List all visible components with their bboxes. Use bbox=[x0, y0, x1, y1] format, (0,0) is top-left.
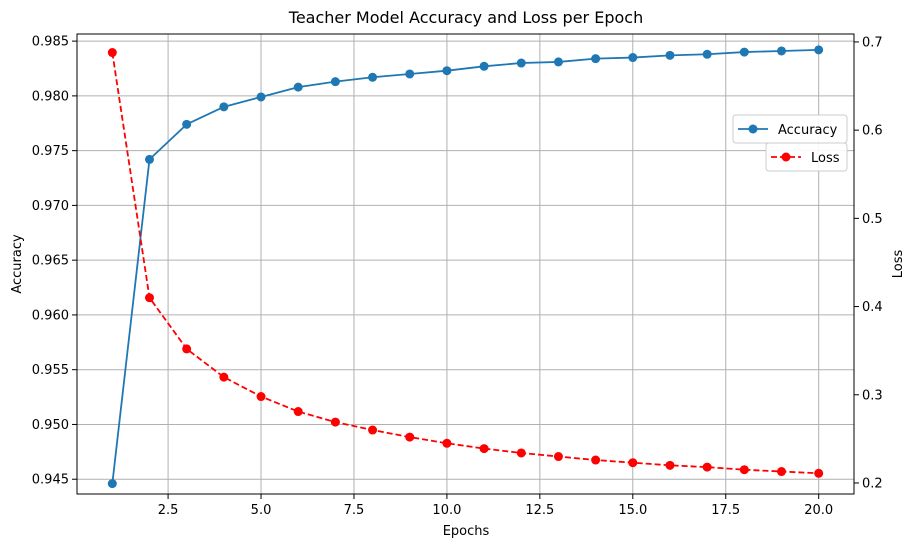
loss-point bbox=[516, 448, 526, 458]
loss-point bbox=[628, 458, 638, 468]
series-accuracy bbox=[107, 45, 824, 489]
legend-accuracy: Accuracy bbox=[732, 114, 848, 144]
accuracy-point bbox=[814, 45, 824, 55]
accuracy-point bbox=[219, 102, 229, 112]
accuracy-point bbox=[293, 82, 303, 92]
left-y-tick-label: 0.955 bbox=[32, 363, 69, 378]
series-layer bbox=[107, 45, 824, 489]
chart-title: Teacher Model Accuracy and Loss per Epoc… bbox=[288, 8, 643, 27]
right-y-tick-label: 0.3 bbox=[862, 388, 883, 403]
left-y-tick-label: 0.985 bbox=[32, 35, 69, 50]
x-tick-label: 20.0 bbox=[804, 503, 833, 518]
loss-point bbox=[293, 407, 303, 417]
accuracy-point bbox=[516, 58, 526, 68]
accuracy-point bbox=[145, 154, 154, 164]
x-tick-label: 5.0 bbox=[251, 503, 272, 518]
right-y-tick-label: 0.2 bbox=[862, 476, 883, 491]
accuracy-point bbox=[330, 77, 340, 87]
loss-point bbox=[814, 468, 824, 478]
left-y-axis: 0.945 0.950 0.955 0.960 0.965 0.970 0.975 0.980… bbox=[32, 35, 77, 488]
x-tick-label: 2.5 bbox=[158, 503, 179, 518]
loss-point bbox=[330, 417, 340, 427]
grid bbox=[77, 34, 854, 494]
series-loss bbox=[107, 48, 824, 478]
right-y-tick-label: 0.7 bbox=[862, 35, 883, 50]
x-tick-label: 12.5 bbox=[525, 503, 554, 518]
right-y-tick-label: 0.6 bbox=[862, 124, 883, 139]
left-y-tick-label: 0.980 bbox=[32, 89, 69, 104]
plot-frame bbox=[76, 33, 855, 495]
loss-point bbox=[665, 460, 675, 470]
accuracy-point bbox=[256, 92, 266, 102]
loss-point bbox=[219, 372, 229, 382]
left-y-tick-label: 0.965 bbox=[32, 254, 69, 269]
legend-accuracy-marker bbox=[748, 124, 758, 134]
accuracy-point bbox=[777, 46, 786, 56]
loss-point bbox=[405, 432, 415, 442]
accuracy-point bbox=[591, 54, 601, 64]
accuracy-point bbox=[739, 47, 749, 57]
accuracy-point bbox=[442, 66, 452, 76]
accuracy-point bbox=[182, 119, 192, 129]
loss-point bbox=[702, 462, 712, 472]
left-y-tick-label: 0.975 bbox=[32, 144, 69, 159]
left-y-tick-label: 0.950 bbox=[32, 418, 69, 433]
left-y-tick-label: 0.960 bbox=[32, 308, 69, 323]
loss-point bbox=[107, 48, 117, 58]
legend-loss-marker bbox=[781, 152, 791, 162]
loss-point bbox=[553, 452, 563, 462]
left-y-tick-label: 0.945 bbox=[32, 473, 69, 488]
x-axis-label: Epochs bbox=[443, 524, 490, 539]
legend-loss: Loss bbox=[765, 142, 848, 172]
accuracy-point bbox=[665, 50, 675, 60]
accuracy-line bbox=[111, 48, 819, 484]
legend-loss-label: Loss bbox=[811, 151, 840, 166]
loss-line bbox=[111, 52, 819, 475]
x-tick-label: 15.0 bbox=[618, 503, 647, 518]
legend-accuracy-label: Accuracy bbox=[778, 123, 838, 138]
left-y-axis-label: Accuracy bbox=[10, 234, 25, 294]
right-y-axis-label: Loss bbox=[891, 250, 906, 279]
accuracy-point bbox=[479, 61, 489, 71]
loss-point bbox=[777, 467, 786, 477]
loss-point bbox=[739, 465, 749, 475]
loss-point bbox=[591, 455, 601, 465]
loss-point bbox=[182, 344, 192, 354]
x-tick-label: 17.5 bbox=[711, 503, 740, 518]
accuracy-point bbox=[405, 69, 415, 79]
x-axis: 2.5 5.0 7.5 10.0 12.5 15.0 17.5 20.0 bbox=[158, 494, 833, 518]
accuracy-point bbox=[368, 72, 378, 82]
loss-point bbox=[368, 425, 378, 435]
accuracy-point bbox=[553, 57, 563, 67]
loss-point bbox=[442, 438, 452, 448]
accuracy-point bbox=[702, 49, 712, 59]
accuracy-point bbox=[628, 53, 638, 63]
loss-point bbox=[479, 444, 489, 454]
right-y-tick-label: 0.4 bbox=[862, 300, 883, 315]
left-y-tick-label: 0.970 bbox=[32, 199, 69, 214]
accuracy-point bbox=[107, 479, 117, 489]
x-tick-label: 7.5 bbox=[344, 503, 365, 518]
loss-point bbox=[256, 392, 266, 402]
right-y-tick-label: 0.5 bbox=[862, 212, 883, 227]
loss-point bbox=[145, 293, 154, 303]
right-y-axis: 0.2 0.3 0.4 0.5 0.6 0.7 bbox=[854, 35, 883, 491]
x-tick-label: 10.0 bbox=[432, 503, 461, 518]
